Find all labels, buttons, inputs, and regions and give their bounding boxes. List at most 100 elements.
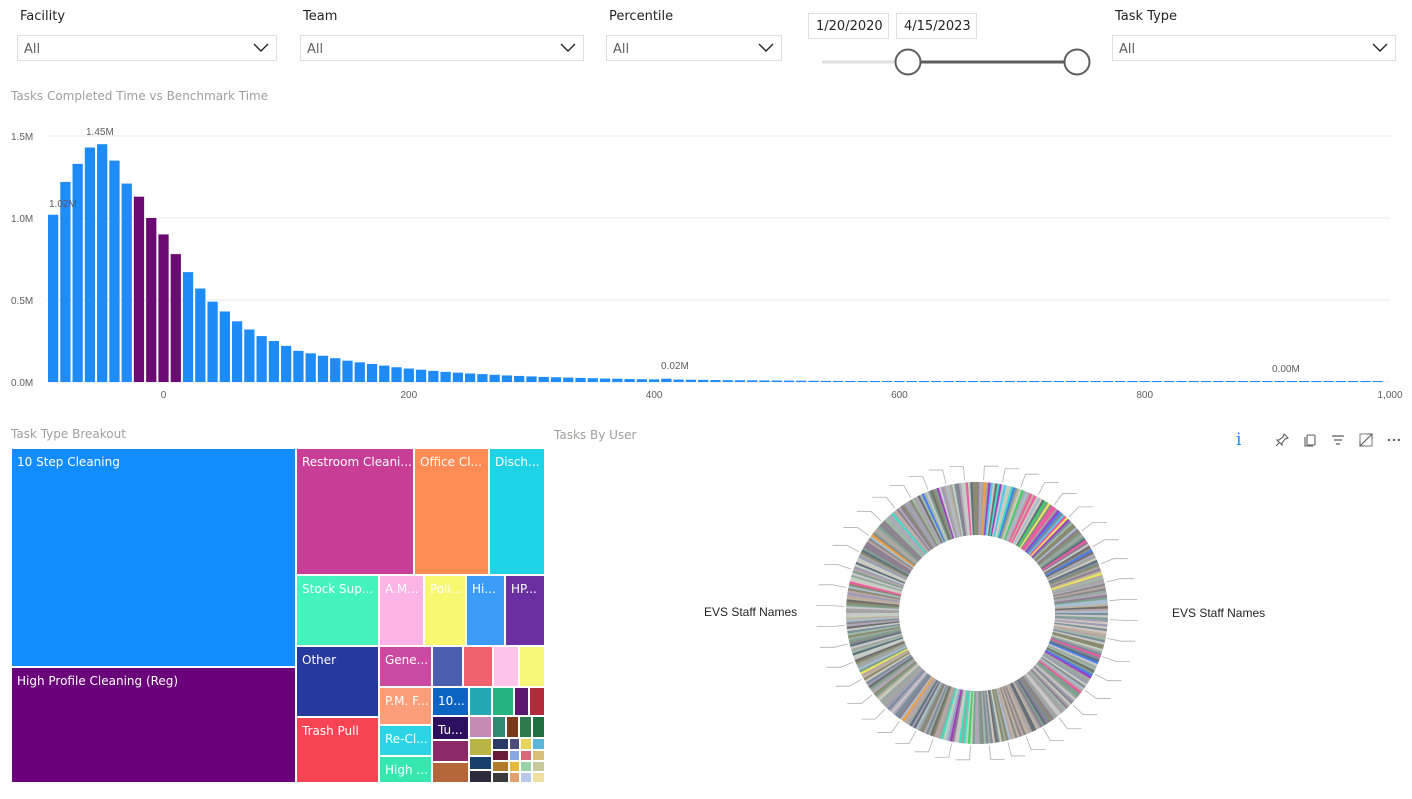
donut-slice[interactable] (898, 506, 932, 551)
histogram-bar[interactable] (1249, 381, 1261, 382)
treemap-tile[interactable] (469, 716, 492, 738)
donut-slice[interactable] (1046, 647, 1095, 673)
histogram-bar[interactable] (231, 321, 243, 382)
histogram-bar[interactable] (489, 374, 500, 382)
donut-slice[interactable] (1054, 610, 1108, 614)
donut-slice[interactable] (864, 652, 911, 683)
donut-slice[interactable] (999, 687, 1018, 739)
donut-slice[interactable] (1021, 676, 1054, 721)
donut-slice[interactable] (1008, 493, 1033, 543)
treemap-tile-stock-supply[interactable]: Stock Sup... (296, 575, 379, 646)
histogram-bar[interactable] (1115, 381, 1126, 382)
histogram-bar[interactable] (673, 379, 684, 382)
donut-slice[interactable] (947, 484, 962, 537)
donut-slice[interactable] (1001, 488, 1021, 540)
donut-slice[interactable] (940, 687, 957, 740)
donut-slice[interactable] (1022, 675, 1056, 720)
histogram-bar[interactable] (1335, 381, 1347, 382)
donut-slice[interactable] (976, 690, 980, 744)
donut-slice[interactable] (1025, 509, 1060, 553)
donut-slice[interactable] (998, 487, 1016, 539)
donut-slice[interactable] (952, 483, 964, 537)
donut-slice[interactable] (992, 689, 1007, 742)
donut-slice[interactable] (877, 663, 920, 701)
histogram-bar[interactable] (931, 381, 942, 382)
donut-slice[interactable] (1054, 606, 1108, 611)
donut-slice[interactable] (1044, 650, 1092, 679)
histogram-bar[interactable] (60, 181, 71, 382)
treemap-tile[interactable] (432, 646, 463, 687)
donut-slice[interactable] (956, 483, 967, 536)
donut-slice[interactable] (862, 547, 910, 576)
donut-slice[interactable] (1046, 645, 1096, 671)
facility-dropdown[interactable]: All (17, 35, 277, 61)
histogram-bar[interactable] (636, 379, 647, 382)
histogram-bar[interactable] (918, 381, 930, 382)
donut-slice[interactable] (1052, 629, 1106, 643)
donut-slice[interactable] (851, 572, 903, 591)
donut-chart[interactable] (790, 450, 1170, 790)
treemap-tile[interactable] (463, 646, 493, 687)
donut-slice[interactable] (1053, 588, 1107, 600)
donut-slice[interactable] (1012, 496, 1039, 545)
donut-slice[interactable] (1011, 495, 1037, 544)
histogram-bar[interactable] (943, 381, 954, 382)
histogram-bar[interactable] (882, 381, 893, 382)
histogram-bar[interactable] (550, 377, 562, 382)
donut-slice[interactable] (881, 521, 922, 560)
donut-slice[interactable] (1031, 667, 1072, 707)
donut-slice[interactable] (852, 638, 904, 658)
donut-slice[interactable] (1034, 664, 1076, 702)
donut-slice[interactable] (846, 612, 900, 616)
donut-slice[interactable] (995, 688, 1011, 741)
donut-slice[interactable] (1041, 539, 1088, 571)
histogram-bar[interactable] (710, 380, 721, 382)
histogram-bar[interactable] (1348, 381, 1359, 382)
treemap-tile[interactable] (469, 770, 492, 783)
histogram-bar[interactable] (182, 272, 194, 382)
donut-slice[interactable] (925, 684, 948, 735)
task-type-dropdown[interactable]: All (1112, 35, 1396, 61)
donut-slice[interactable] (923, 492, 947, 542)
donut-slice[interactable] (917, 682, 943, 731)
histogram-bar[interactable] (195, 288, 206, 382)
donut-slice[interactable] (1022, 507, 1057, 551)
donut-slice[interactable] (903, 677, 935, 723)
donut-slice[interactable] (1021, 505, 1055, 551)
donut-slice[interactable] (887, 515, 926, 556)
donut-slice[interactable] (905, 678, 936, 725)
donut-slice[interactable] (901, 504, 934, 550)
histogram-bar[interactable] (1078, 381, 1089, 382)
donut-slice[interactable] (911, 498, 940, 546)
donut-slice[interactable] (1028, 670, 1067, 711)
donut-slice[interactable] (913, 681, 941, 729)
donut-slice[interactable] (889, 513, 927, 556)
treemap-tile-general[interactable]: Gene... (379, 646, 432, 687)
donut-slice[interactable] (872, 659, 916, 694)
donut-slice[interactable] (951, 689, 964, 743)
histogram-bar[interactable] (1016, 381, 1028, 382)
donut-slice[interactable] (891, 512, 928, 555)
donut-slice[interactable] (919, 682, 945, 732)
donut-slice[interactable] (857, 644, 907, 669)
slider-end-handle[interactable] (1063, 48, 1091, 76)
donut-slice[interactable] (905, 501, 936, 548)
donut-slice[interactable] (1045, 649, 1093, 677)
donut-slice[interactable] (1043, 652, 1091, 681)
donut-slice[interactable] (1008, 683, 1033, 733)
histogram-bar[interactable] (293, 350, 304, 382)
donut-slice[interactable] (1027, 670, 1065, 713)
donut-slice[interactable] (876, 526, 919, 563)
donut-slice[interactable] (934, 488, 954, 540)
donut-slice[interactable] (913, 497, 941, 545)
treemap-tile[interactable] (432, 762, 469, 783)
donut-slice[interactable] (961, 482, 970, 536)
donut-slice[interactable] (849, 630, 902, 645)
donut-slice[interactable] (1048, 642, 1099, 665)
histogram-bar[interactable] (281, 345, 292, 382)
donut-slice[interactable] (1054, 603, 1108, 610)
donut-slice[interactable] (1035, 527, 1078, 564)
histogram-bar[interactable] (575, 377, 586, 382)
donut-slice[interactable] (1036, 528, 1080, 565)
treemap-tile[interactable] (492, 761, 509, 772)
